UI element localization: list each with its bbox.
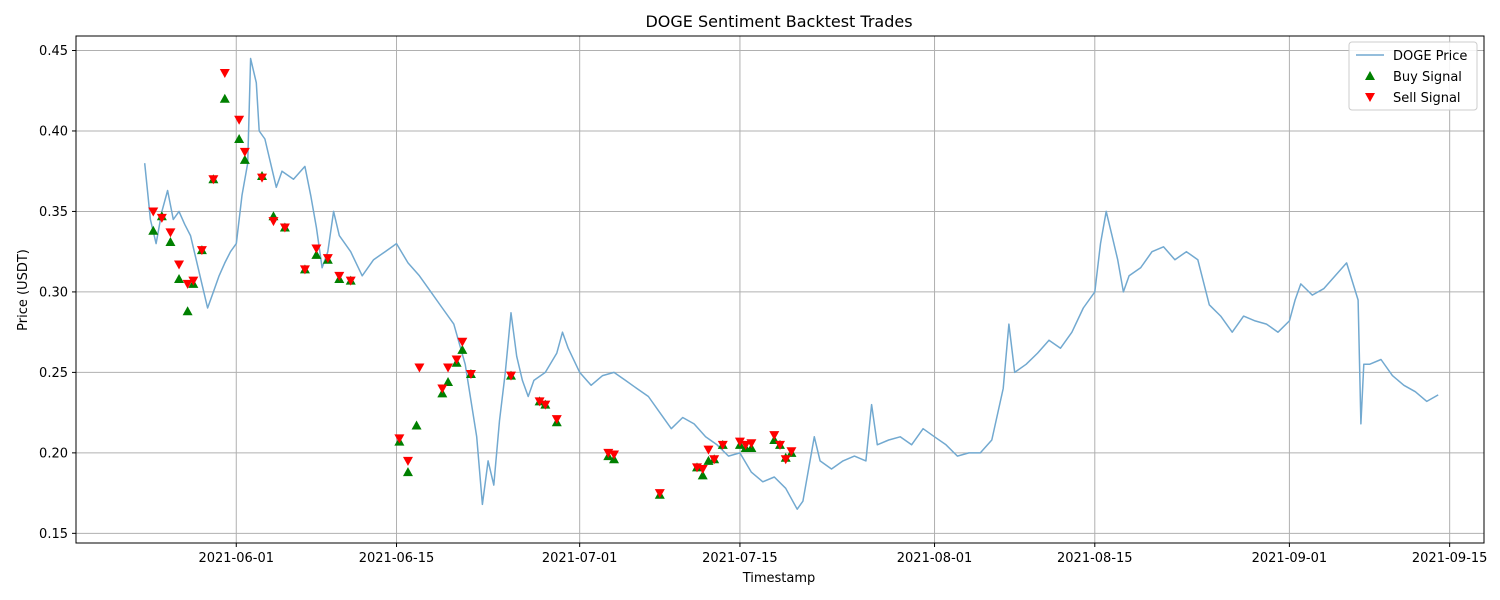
sell-marker — [165, 228, 176, 238]
sell-marker — [734, 437, 745, 447]
buy-marker — [411, 420, 422, 430]
sell-marker — [279, 223, 290, 233]
buy-marker — [174, 274, 185, 284]
y-axis-label: Price (USDT) — [16, 249, 31, 331]
x-axis: 2021-06-01 2021-06-15 2021-07-01 2021-07-15… — [198, 543, 1487, 566]
buy-marker — [697, 470, 708, 480]
sell-marker — [299, 265, 310, 275]
grid — [76, 36, 1484, 543]
y-tick-label: 0.40 — [39, 124, 68, 139]
sell-marker — [740, 440, 751, 450]
sell-marker — [703, 445, 714, 455]
y-tick-label: 0.45 — [39, 44, 68, 59]
y-tick-label: 0.15 — [39, 527, 68, 542]
sell-marker — [148, 207, 159, 217]
sell-marker — [196, 246, 207, 256]
sell-marker — [268, 217, 279, 227]
legend-sell-marker — [1365, 93, 1375, 102]
buy-marker — [443, 377, 454, 387]
sell-marker — [457, 337, 468, 347]
sell-marker — [219, 69, 230, 79]
x-tick-label: 2021-07-15 — [702, 551, 778, 566]
legend-buy-marker — [1365, 71, 1375, 80]
sell-marker — [551, 415, 562, 425]
sell-marker — [437, 384, 448, 394]
sell-marker — [769, 431, 780, 441]
sell-marker — [208, 175, 219, 185]
chart-title: DOGE Sentiment Backtest Trades — [645, 12, 912, 31]
y-tick-label: 0.25 — [39, 366, 68, 381]
sell-marker — [334, 271, 345, 281]
x-tick-label: 2021-08-01 — [897, 551, 973, 566]
buy-marker — [165, 237, 176, 247]
sell-marker — [322, 254, 333, 264]
buy-marker — [239, 154, 250, 164]
sell-marker — [780, 455, 791, 465]
sell-marker — [234, 115, 245, 125]
sell-marker — [540, 400, 551, 410]
buy-marker — [402, 467, 413, 477]
sell-marker — [402, 456, 413, 466]
sell-marker — [609, 450, 620, 460]
x-tick-label: 2021-09-01 — [1252, 551, 1328, 566]
sell-marker — [174, 260, 185, 270]
x-tick-label: 2021-06-01 — [198, 551, 274, 566]
sell-marker — [786, 447, 797, 457]
sell-marker — [654, 489, 665, 499]
x-axis-label: Timestamp — [742, 571, 816, 586]
y-tick-label: 0.30 — [39, 285, 68, 300]
buy-marker — [457, 344, 468, 354]
sell-marker — [188, 276, 199, 286]
legend-box — [1348, 41, 1478, 111]
sell-marker — [257, 173, 268, 183]
buy-marker — [219, 93, 230, 103]
buy-marker — [311, 249, 322, 259]
y-axis: 0.15 0.20 0.25 0.30 0.35 0.40 0.45 — [39, 44, 76, 542]
legend-sell-label: Sell Signal — [1393, 91, 1461, 106]
sell-marker — [709, 455, 720, 465]
plot-area — [143, 57, 1439, 510]
sell-marker — [746, 439, 757, 449]
legend-buy-label: Buy Signal — [1393, 70, 1462, 85]
buy-marker — [234, 134, 245, 144]
sell-marker — [239, 147, 250, 157]
sell-marker — [182, 279, 193, 289]
x-tick-label: 2021-09-15 — [1412, 551, 1488, 566]
buy-marker — [148, 225, 159, 235]
x-tick-label: 2021-06-15 — [359, 551, 435, 566]
sell-marker — [775, 440, 785, 450]
sell-marker — [345, 276, 356, 286]
buy-marker — [182, 306, 193, 316]
sell-marker — [717, 440, 728, 450]
y-tick-label: 0.35 — [39, 205, 68, 220]
x-tick-label: 2021-07-01 — [542, 551, 618, 566]
price-line — [143, 57, 1439, 510]
sell-marker — [534, 397, 545, 407]
sell-marker — [443, 363, 454, 373]
sell-marker — [156, 213, 167, 223]
x-tick-label: 2021-08-15 — [1057, 551, 1133, 566]
sell-marker — [394, 434, 405, 444]
sell-marker — [311, 244, 322, 254]
legend-price-label: DOGE Price — [1393, 49, 1467, 64]
sell-marker — [414, 363, 425, 373]
legend: DOGE Price Buy Signal Sell Signal — [1348, 41, 1478, 111]
sell-marker — [465, 370, 476, 379]
sell-marker — [451, 355, 462, 365]
axes-frame — [75, 35, 1485, 544]
sell-marker — [697, 464, 708, 474]
y-tick-label: 0.20 — [39, 446, 68, 461]
sell-marker — [505, 371, 516, 381]
